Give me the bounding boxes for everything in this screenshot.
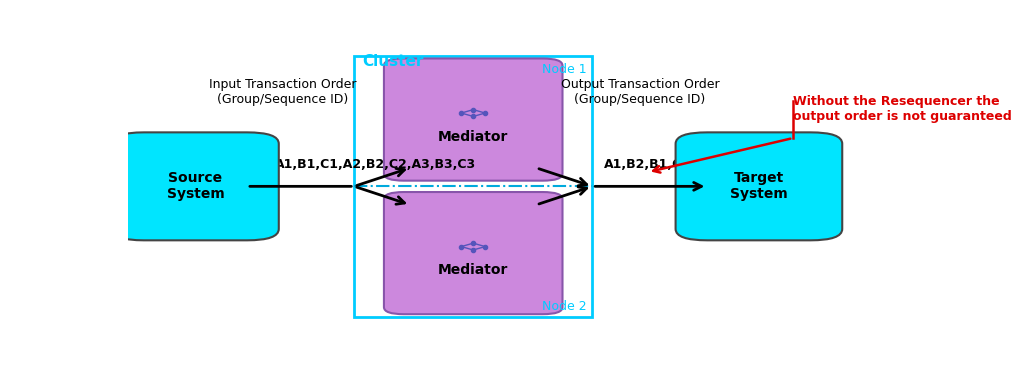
- Text: Node 2: Node 2: [542, 300, 587, 313]
- Text: Without the Resequencer the
output order is not guaranteed: Without the Resequencer the output order…: [793, 96, 1012, 123]
- Text: Source
System: Source System: [167, 171, 224, 201]
- Text: Output Transaction Order
(Group/Sequence ID): Output Transaction Order (Group/Sequence…: [560, 78, 719, 106]
- Text: A1,B1,C1,A2,B2,C2,A3,B3,C3: A1,B1,C1,A2,B2,C2,A3,B3,C3: [274, 158, 476, 171]
- Text: Input Transaction Order
(Group/Sequence ID): Input Transaction Order (Group/Sequence …: [209, 78, 356, 106]
- FancyBboxPatch shape: [384, 192, 562, 314]
- Text: Node 1: Node 1: [542, 63, 587, 76]
- FancyBboxPatch shape: [676, 132, 842, 240]
- FancyBboxPatch shape: [113, 132, 279, 240]
- FancyBboxPatch shape: [384, 58, 562, 181]
- Text: Mediator: Mediator: [438, 130, 508, 144]
- Text: Target
System: Target System: [730, 171, 787, 201]
- Text: A1,B2,B1,C3,A2,C1,A3,B3,C1: A1,B2,B1,C3,A2,C1,A3,B3,C1: [604, 158, 805, 171]
- Text: Mediator: Mediator: [438, 263, 508, 277]
- Text: Cluster: Cluster: [362, 54, 424, 69]
